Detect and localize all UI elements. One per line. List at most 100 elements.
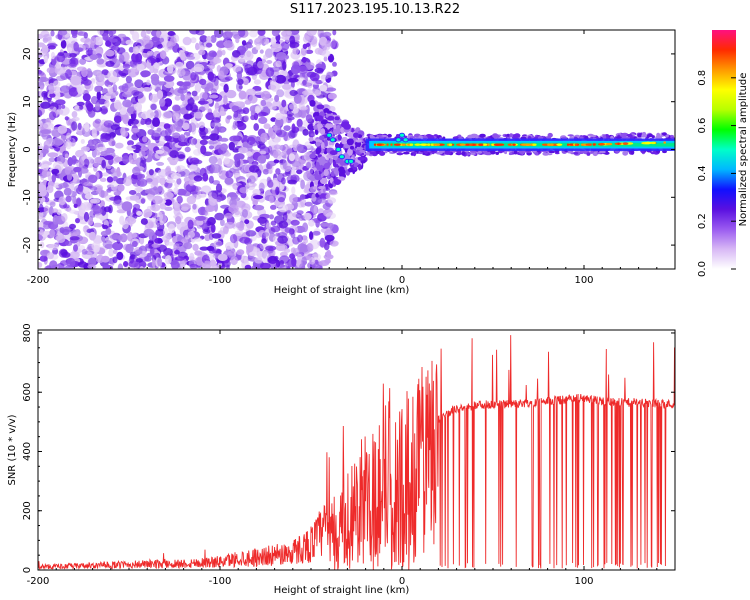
signal-halo-cell [590,150,594,154]
noise-cell [135,258,143,263]
noise-cell [228,141,235,151]
noise-cell [273,159,280,164]
transition-cell [320,128,326,135]
noise-cell [52,126,61,131]
noise-cell [269,195,274,204]
noise-cell [244,219,250,225]
noise-cell [140,30,147,38]
noise-cell [156,30,161,38]
noise-cell [281,99,287,108]
noise-cell [217,253,228,261]
noise-cell [242,209,248,218]
noise-cell [105,91,116,99]
noise-cell [268,105,277,110]
signal-halo-cell [397,152,404,156]
noise-cell [166,241,176,246]
transition-cell [347,148,353,156]
noise-cell [66,36,78,45]
noise-cell [290,219,300,226]
noise-cell [88,140,98,150]
noise-cell [238,90,247,100]
noise-cell [90,198,101,204]
colorbar-tick-label: 0.0 [697,261,708,277]
noise-cell [49,260,58,269]
signal-halo-cell [412,151,417,157]
y-tick-label: -10 [22,189,33,205]
transition-cell [321,119,328,125]
noise-cell [72,195,77,205]
noise-cell [97,30,104,36]
signal-halo-cell [504,150,508,155]
noise-cell [260,132,268,143]
signal-peak-cell [414,143,422,146]
noise-cell [277,172,285,183]
noise-cell [227,250,237,256]
noise-cell [210,265,219,269]
noise-cell [204,234,211,242]
noise-cell [43,55,48,64]
noise-cell [48,89,55,95]
noise-cell [148,187,160,195]
signal-halo-cell [418,135,423,139]
noise-cell [241,40,247,46]
noise-cell [208,145,214,150]
noise-cell [327,197,337,204]
noise-cell [233,153,241,162]
transition-cell [353,132,359,138]
noise-cell [242,141,249,148]
noise-cell [103,206,112,213]
snr-plot: -200 -100 0 100 0 200 400 600 800 Height of strai… [7,323,676,596]
noise-cell [105,227,112,235]
noise-cell [212,180,221,185]
tracer-blob-inner [327,133,332,137]
signal-halo-cell [526,152,532,156]
noise-cell [116,251,124,261]
colorbar: 0.0 0.2 0.4 0.6 0.8 Normalized spectral ampli… [697,30,749,277]
noise-cell [298,214,305,221]
noise-cell [100,189,105,198]
signal-peak-cell [541,143,549,146]
transition-cell [320,141,325,150]
transition-cell [333,124,337,129]
signal-halo-cell [369,151,377,155]
signal-peak-cell [617,142,620,145]
tracer-blob-inner [336,147,341,152]
noise-cell [80,139,85,144]
noise-cell [245,230,257,237]
noise-cell [65,140,72,150]
noise-cell [196,219,204,226]
noise-cell [185,60,195,70]
noise-cell [113,115,122,123]
noise-cell [51,174,56,183]
noise-cell [64,166,72,175]
noise-cell [38,262,43,268]
noise-cell [133,91,144,99]
noise-cell [297,253,303,261]
noise-cell [95,101,100,111]
noise-cell [199,35,208,43]
noise-cell [255,37,261,43]
noise-cell [139,236,145,245]
noise-cell [84,193,93,200]
x-tick-label: 0 [399,576,405,587]
noise-cell [257,155,267,164]
noise-cell [251,264,261,269]
noise-cell [249,165,260,173]
noise-cell [112,256,118,264]
noise-cell [43,220,54,226]
signal-halo-cell [669,134,674,139]
transition-cell [323,162,330,170]
noise-cell [102,240,113,249]
signal-halo-cell [466,152,471,156]
noise-cell [237,122,247,131]
noise-cell [135,249,143,255]
noise-cell [296,143,304,152]
noise-cell [330,40,339,50]
noise-cell [83,225,89,230]
noise-cell [48,243,59,251]
transition-cell [358,163,362,171]
noise-cell [299,194,306,200]
noise-cell [289,194,298,204]
noise-cell [202,228,211,234]
